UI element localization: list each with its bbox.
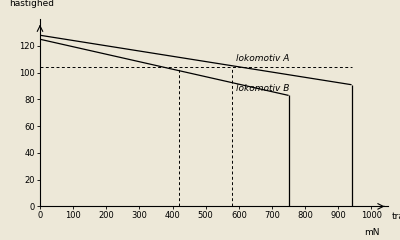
Text: lokomotiv B: lokomotiv B (236, 84, 289, 93)
Text: trækkraft: trækkraft (392, 212, 400, 221)
Text: mN: mN (364, 228, 379, 237)
Text: lokomotiv A: lokomotiv A (236, 54, 289, 63)
Text: hastighed: hastighed (9, 0, 54, 8)
